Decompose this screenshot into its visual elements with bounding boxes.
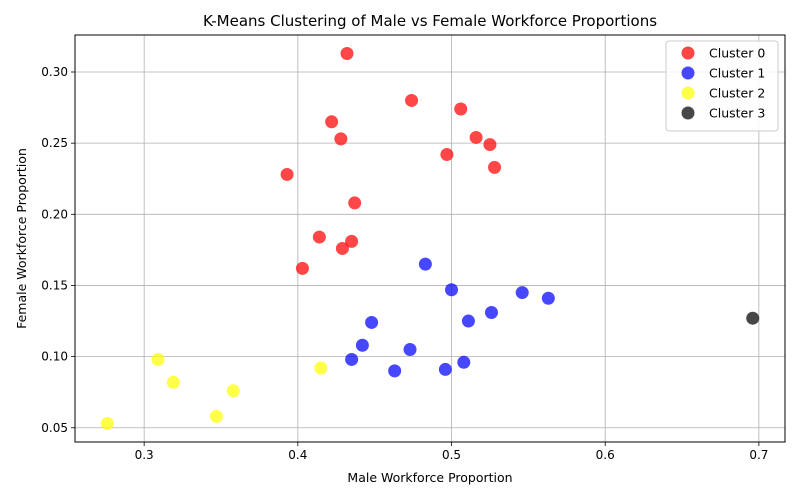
legend-label-cluster-1: Cluster 1: [709, 66, 765, 81]
cluster-0-point: [440, 148, 454, 162]
legend-box: [665, 40, 779, 132]
cluster-0-point: [325, 115, 339, 129]
legend-label-cluster-2: Cluster 2: [709, 86, 765, 101]
plot-frame: [74, 34, 786, 443]
x-tick-label: 0.5: [442, 448, 461, 462]
y-tick-label: 0.30: [41, 65, 68, 79]
cluster-0-point: [312, 230, 326, 244]
y-tick-label: 0.25: [41, 136, 68, 150]
cluster-2-point: [151, 352, 165, 366]
cluster-2-point: [100, 417, 114, 430]
x-tick-label: 0.7: [749, 448, 768, 462]
cluster-1-point: [355, 338, 369, 352]
cluster-1-point: [461, 314, 475, 328]
cluster-0-point: [454, 102, 468, 116]
cluster-0-point: [340, 47, 354, 60]
cluster-0-point: [483, 138, 497, 152]
y-axis-ticks: 0.05 0.10 0.15 0.20 0.25 0.30: [41, 65, 75, 435]
y-tick-label: 0.05: [41, 421, 68, 435]
cluster-0-point: [348, 196, 362, 210]
cluster-0-point: [345, 234, 359, 248]
cluster-1-point: [484, 306, 498, 319]
cluster-1-point: [418, 257, 432, 271]
cluster-1-point: [365, 315, 379, 329]
legend-label-cluster-3: Cluster 3: [709, 106, 765, 121]
cluster-1-point: [388, 364, 402, 378]
cluster-0-point: [280, 167, 294, 181]
cluster-2-point: [166, 375, 180, 389]
cluster-1-point: [515, 286, 529, 300]
cluster-1-point: [541, 291, 555, 305]
x-tick-label: 0.4: [288, 448, 307, 462]
cluster-0-point: [405, 93, 419, 107]
chart-title: K-Means Clustering of Male vs Female Wor…: [203, 12, 657, 30]
cluster-2-point: [226, 384, 240, 398]
cluster-2-point: [314, 361, 328, 375]
y-tick-label: 0.20: [41, 207, 68, 221]
y-tick-label: 0.15: [41, 278, 68, 292]
x-axis-label: Male Workforce Proportion: [347, 470, 512, 485]
data-points: [100, 47, 760, 430]
cluster-1-point: [445, 283, 459, 297]
cluster-2-point: [209, 409, 223, 423]
legend-marker-cluster-1: [681, 66, 695, 80]
y-axis-label: Female Workforce Proportion: [14, 148, 29, 329]
cluster-1-point: [457, 355, 471, 369]
y-tick-label: 0.10: [41, 350, 68, 364]
x-axis-ticks: 0.3 0.4 0.5 0.6 0.7: [135, 442, 768, 462]
legend-marker-cluster-3: [681, 106, 695, 120]
legend-marker-cluster-2: [681, 86, 695, 100]
cluster-1-point: [403, 343, 417, 356]
x-tick-label: 0.6: [596, 448, 615, 462]
cluster-1-point: [438, 362, 452, 376]
cluster-3-point: [746, 311, 760, 325]
legend: Cluster 0 Cluster 1 Cluster 2 Cluster 3: [665, 40, 779, 132]
cluster-0-point: [335, 241, 349, 255]
cluster-0-point: [488, 160, 502, 174]
cluster-0-point: [295, 261, 309, 275]
cluster-0-point: [334, 132, 348, 146]
cluster-0-point: [469, 130, 483, 144]
legend-marker-cluster-0: [681, 46, 695, 60]
cluster-1-point: [345, 352, 359, 366]
x-tick-label: 0.3: [135, 448, 154, 462]
legend-label-cluster-0: Cluster 0: [709, 46, 765, 61]
